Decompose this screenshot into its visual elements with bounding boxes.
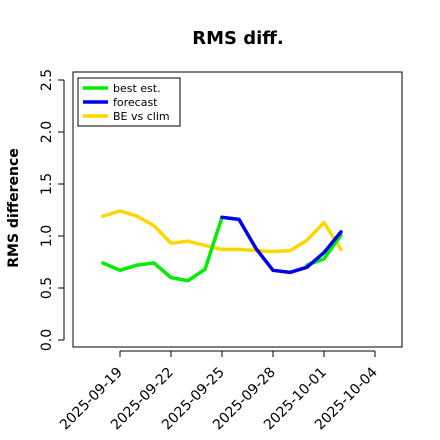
y-axis-label: RMS difference [6,148,22,268]
legend-item: forecast [83,96,158,109]
y-tick-label: 2.5 [39,69,55,91]
series-line [101,215,241,283]
y-axis: 0.0 0.5 1.0 1.5 2.0 2.5 [39,69,65,351]
series-layer [101,209,343,283]
legend-label: BE vs clim [113,110,170,123]
y-tick-label: 1.0 [39,225,55,247]
legend-item: best est. [83,82,161,95]
plot-frame [72,71,403,348]
x-axis: 2025-09-192025-09-222025-09-252025-09-28… [57,350,381,433]
y-tick-label: 1.5 [39,173,55,195]
legend-item: BE vs clim [83,110,170,123]
series-forecast [220,215,343,275]
series-line [101,209,343,254]
legend-label: best est. [113,82,161,95]
series-line [220,215,343,275]
y-tick-label: 2.0 [39,121,55,143]
chart-title: RMS diff. [192,28,283,49]
y-tick-label: 0.5 [39,277,55,299]
legend-label: forecast [113,96,158,109]
y-tick-label: 0.0 [39,329,55,351]
series-be-vs-clim [101,209,343,254]
